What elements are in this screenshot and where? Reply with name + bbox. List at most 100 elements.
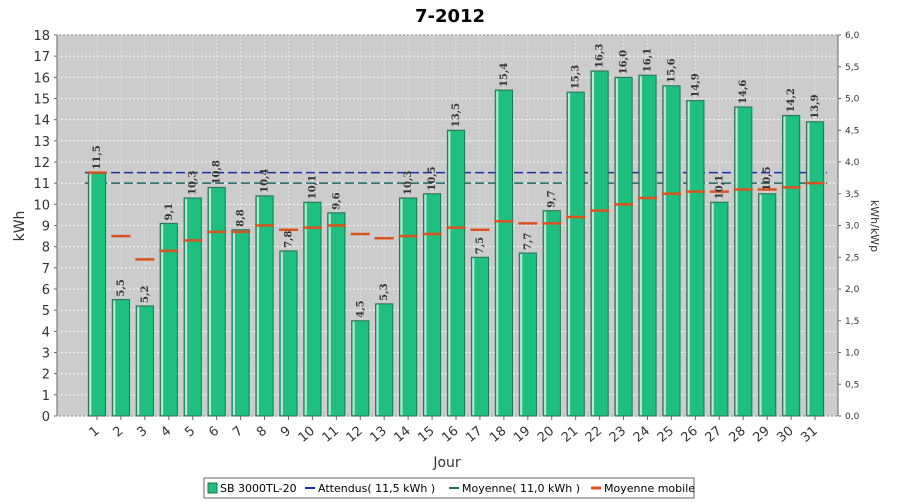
y2-tick-label: 6,0 xyxy=(845,31,860,41)
bar-highlight xyxy=(89,173,92,415)
bar-value-label: 16,3 xyxy=(595,44,606,68)
bar-highlight xyxy=(448,131,451,415)
x-tick-label: 23 xyxy=(607,424,629,446)
x-tick-label: 26 xyxy=(679,424,701,446)
bar-highlight xyxy=(759,194,762,415)
bar-value-label: 14,9 xyxy=(690,73,701,97)
bar-value-label: 5,2 xyxy=(140,285,151,302)
bar-value-label: 15,4 xyxy=(499,63,510,87)
bar-value-label: 7,8 xyxy=(283,230,294,247)
x-tick-label: 11 xyxy=(320,424,342,446)
bar-highlight xyxy=(544,211,547,415)
x-tick-label: 1 xyxy=(87,424,103,441)
x-tick-label: 5 xyxy=(182,424,198,441)
y2-tick-label: 2,0 xyxy=(845,285,860,295)
x-tick-label: 29 xyxy=(750,424,772,446)
bar-value-label: 13,9 xyxy=(810,94,821,118)
x-axis: 1 2 3 4 5 6 7 8 9 10 11 12 13 14 15 16 17 18 19 20 21 22 23 24 2… xyxy=(87,416,821,446)
y2-tick-label: 0,0 xyxy=(845,412,860,422)
y-tick-label: 2 xyxy=(42,368,50,383)
bar-value-label: 10,4 xyxy=(260,168,271,192)
bar-value-label: 11,5 xyxy=(92,145,103,169)
x-tick-label: 28 xyxy=(726,424,748,446)
y2-tick-label: 3,0 xyxy=(845,222,860,232)
x-tick-label: 25 xyxy=(655,424,677,446)
bar-highlight xyxy=(735,107,738,415)
bar-value-label: 10,3 xyxy=(403,171,414,195)
bar-highlight xyxy=(400,198,403,415)
bar-value-label: 10,3 xyxy=(188,171,199,195)
y-tick-label: 11 xyxy=(33,177,50,192)
y-tick-label: 6 xyxy=(42,283,50,298)
bar-value-label: 16,0 xyxy=(619,50,630,74)
bar-highlight xyxy=(807,122,810,416)
legend-label-average: Moyenne( 11,0 kWh ) xyxy=(462,482,580,495)
x-tick-label: 2 xyxy=(110,424,126,441)
bar-value-labels: 11,5 5,5 5,2 9,1 10,3 10,8 8,8 10,4 7,8 10,1 9,6 4,… xyxy=(92,44,821,318)
legend-label-moving-average: Moyenne mobile xyxy=(604,482,695,495)
bar-highlight xyxy=(663,86,666,416)
bar-value-label: 10,1 xyxy=(714,175,725,199)
x-axis-label: Jour xyxy=(432,455,461,471)
bar-highlight xyxy=(328,213,331,415)
y2-tick-label: 1,5 xyxy=(845,317,859,327)
bar-value-label: 15,6 xyxy=(666,58,677,82)
legend-swatch-bars xyxy=(207,482,218,494)
bar-highlight xyxy=(687,101,690,415)
bar-series xyxy=(87,70,825,417)
x-tick-label: 15 xyxy=(415,424,437,446)
y-tick-label: 15 xyxy=(33,93,50,108)
y-tick-label: 9 xyxy=(42,220,50,235)
x-tick-label: 18 xyxy=(487,424,509,446)
y-tick-label: 1 xyxy=(42,389,50,404)
bar-value-label: 13,5 xyxy=(451,103,462,127)
bar-value-label: 9,7 xyxy=(547,190,558,207)
x-tick-label: 6 xyxy=(206,424,222,441)
bar-highlight xyxy=(472,258,475,415)
y-tick-label: 12 xyxy=(33,156,50,171)
legend-label-bars: SB 3000TL-20 xyxy=(220,482,297,495)
x-tick-label: 22 xyxy=(583,424,605,446)
y-tick-label: 3 xyxy=(42,347,50,362)
x-tick-label: 30 xyxy=(774,424,796,446)
bar-highlight xyxy=(639,76,642,415)
bar-highlight xyxy=(591,71,594,415)
bar-highlight xyxy=(783,116,786,415)
bar-value-label: 5,5 xyxy=(116,279,127,296)
x-tick-label: 8 xyxy=(254,424,270,441)
bar-value-label: 9,1 xyxy=(164,203,175,220)
legend: SB 3000TL-20 Attendus( 11,5 kWh ) Moyenn… xyxy=(203,477,695,499)
x-tick-label: 24 xyxy=(631,424,653,446)
x-tick-label: 27 xyxy=(703,424,725,446)
bar-value-label: 10,5 xyxy=(427,166,438,190)
y-tick-label: 0 xyxy=(42,410,50,425)
bar-highlight xyxy=(137,306,140,415)
y-tick-label: 14 xyxy=(33,114,50,129)
y-tick-label: 8 xyxy=(42,241,50,256)
bar-highlight xyxy=(161,224,164,415)
x-tick-label: 12 xyxy=(344,424,366,446)
bar-value-label: 10,1 xyxy=(307,175,318,199)
y2-tick-label: 4,5 xyxy=(845,126,859,136)
bar-value-label: 9,6 xyxy=(331,192,342,209)
x-tick-label: 16 xyxy=(439,424,461,446)
x-tick-label: 7 xyxy=(230,424,246,441)
bar-highlight xyxy=(304,203,307,415)
bar-value-label: 7,5 xyxy=(475,237,486,254)
bar-value-label: 14,2 xyxy=(786,88,797,112)
x-tick-label: 9 xyxy=(278,424,294,441)
bar-value-label: 10,8 xyxy=(212,160,223,184)
y2-tick-label: 1,0 xyxy=(845,349,860,359)
moving-average-series xyxy=(87,171,825,261)
legend-label-expected: Attendus( 11,5 kWh ) xyxy=(318,482,435,495)
x-tick-label: 3 xyxy=(134,424,150,441)
bar-highlight xyxy=(568,93,571,416)
y-tick-label: 7 xyxy=(42,262,50,277)
bar-highlight xyxy=(615,78,618,415)
y-tick-label: 18 xyxy=(33,29,50,44)
y2-tick-label: 0,5 xyxy=(845,380,859,390)
bar-highlight xyxy=(113,300,116,415)
